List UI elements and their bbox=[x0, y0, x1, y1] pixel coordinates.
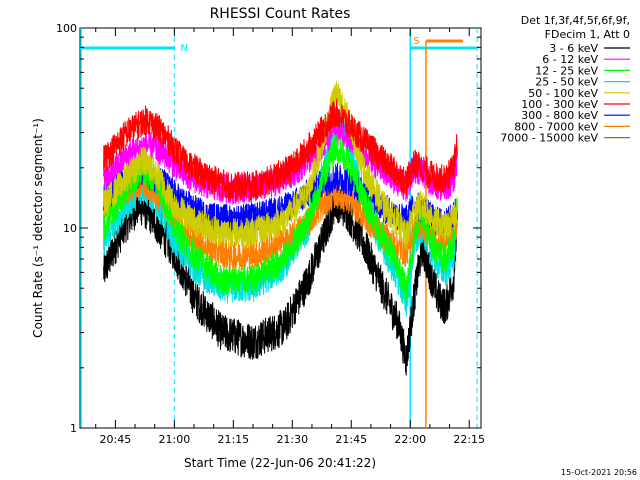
saa-label: S bbox=[413, 36, 419, 47]
legend: Det 1f,3f,4f,5f,6f,9f, FDecim 1, Att 0 3… bbox=[500, 14, 630, 145]
series-5 bbox=[103, 98, 458, 202]
y-tick-label: 1 bbox=[70, 422, 77, 435]
legend-label: 7000 - 15000 keV bbox=[500, 132, 598, 145]
legend-label: 300 - 800 keV bbox=[521, 109, 598, 122]
legend-label: 6 - 12 keV bbox=[542, 53, 598, 66]
timestamp: 15-Oct-2021 20:56 bbox=[561, 468, 637, 477]
x-tick-label: 21:45 bbox=[335, 433, 367, 446]
legend-header-line-1: Det 1f,3f,4f,5f,6f,9f, bbox=[521, 14, 630, 27]
legend-label: 12 - 25 keV bbox=[535, 64, 598, 77]
legend-label: 50 - 100 keV bbox=[528, 87, 598, 100]
x-axis-label: Start Time (22-Jun-06 20:41:22) bbox=[184, 456, 376, 470]
legend-header-line-2: FDecim 1, Att 0 bbox=[545, 28, 630, 41]
night-label: N bbox=[180, 43, 187, 54]
x-axis: 20:45 21:00 21:15 21:30 21:45 22:00 22:15 bbox=[95, 28, 485, 446]
legend-label: 100 - 300 keV bbox=[521, 98, 598, 111]
x-tick-label: 21:00 bbox=[159, 433, 191, 446]
y-axis-label: Count Rate (s⁻¹ detector segment⁻¹) bbox=[31, 118, 45, 338]
legend-label: 25 - 50 keV bbox=[535, 76, 598, 89]
legend-label: 800 - 7000 keV bbox=[514, 120, 598, 133]
y-tick-label: 10 bbox=[63, 222, 77, 235]
x-tick-label: 22:00 bbox=[394, 433, 426, 446]
y-tick-label: 100 bbox=[56, 22, 77, 35]
series-layer bbox=[103, 80, 458, 376]
x-tick-label: 22:15 bbox=[453, 433, 485, 446]
x-tick-label: 21:15 bbox=[217, 433, 249, 446]
x-tick-label: 20:45 bbox=[100, 433, 132, 446]
series-4 bbox=[103, 80, 458, 250]
y-axis: 1 10 100 bbox=[56, 22, 481, 435]
chart-title: RHESSI Count Rates bbox=[210, 6, 351, 22]
x-tick-label: 21:30 bbox=[276, 433, 308, 446]
legend-label: 3 - 6 keV bbox=[549, 42, 598, 55]
